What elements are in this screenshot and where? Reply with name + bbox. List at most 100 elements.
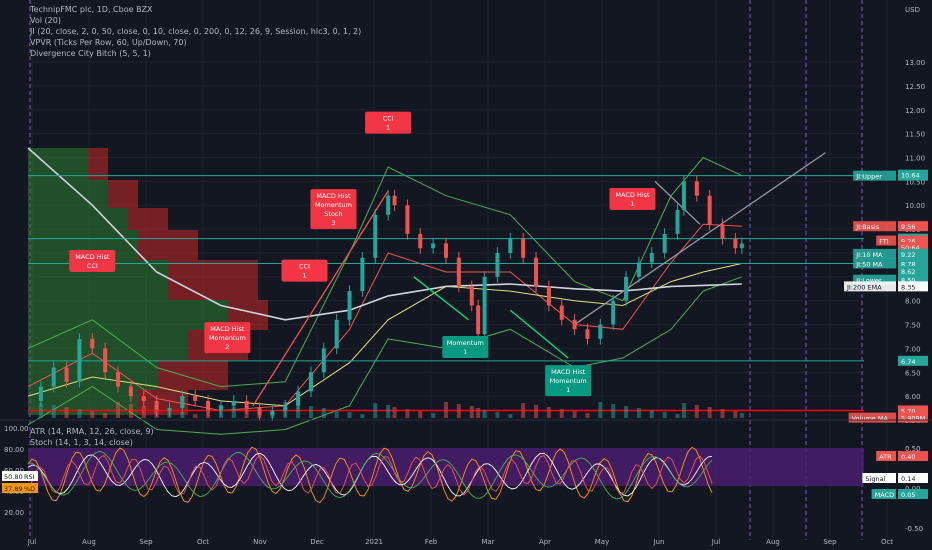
- candle-body: [64, 367, 69, 382]
- price-label-box: [898, 266, 928, 277]
- trend-line: [654, 180, 701, 225]
- volume-bar: [482, 410, 487, 418]
- oscillator-line: [27, 452, 713, 498]
- price-tick-label: 13.00: [905, 59, 925, 67]
- price-tick-label: 10.50: [905, 178, 925, 186]
- volume-bar: [733, 411, 738, 418]
- candle-body: [482, 276, 487, 335]
- time-tick-label: May: [595, 538, 609, 546]
- candle-body: [141, 396, 146, 401]
- annotation-text: Momentum: [550, 377, 587, 385]
- candle-body: [534, 257, 539, 287]
- price-tick-label: 12.50: [905, 83, 925, 91]
- osc-right-name: MACD: [875, 491, 894, 499]
- price-label-tag: [844, 281, 896, 292]
- price-label-tag: [848, 412, 896, 423]
- volume-bars: [38, 402, 744, 418]
- volume-bar: [598, 402, 603, 418]
- price-label-name: JI:Upper: [855, 173, 882, 181]
- price-label: JI:50 MA 8.78: [853, 258, 928, 269]
- price-label-tag: [853, 248, 896, 259]
- annotation-box: [365, 111, 412, 134]
- time-tick-label: Apr: [539, 538, 551, 546]
- osc-right-value: 0.05: [901, 491, 915, 499]
- osc-right-tag: [862, 473, 896, 483]
- candle-body: [739, 243, 744, 249]
- candle-body: [707, 195, 712, 225]
- price-label-tag: [876, 235, 896, 246]
- legend-vpvr[interactable]: VPVR (Ticks Per Row, 60, Up/Down, 70): [30, 38, 187, 47]
- annotation-text: 1: [386, 124, 390, 132]
- volume-bar: [694, 405, 699, 418]
- price-axis[interactable]: 13.0012.5012.0011.5011.0010.5010.009.509…: [844, 6, 928, 425]
- price-label-box: [898, 405, 928, 416]
- price-label-name: JI:10 MA: [855, 251, 883, 259]
- volume-bar: [649, 410, 654, 418]
- annotation-box: [69, 250, 116, 273]
- osc-left-tick: 80.00: [4, 446, 24, 454]
- annotation-text: Stoch: [324, 210, 342, 218]
- price-tick-label: 6.00: [905, 393, 921, 401]
- price-tick-label: 7.00: [905, 345, 921, 353]
- legend-divergence[interactable]: Divergence City Bitch (5, 5, 1): [30, 49, 151, 58]
- annotation-text: 1: [630, 200, 634, 208]
- volume-bar: [559, 409, 564, 418]
- candle-body: [469, 286, 474, 306]
- legend-stoch[interactable]: Stoch (14, 1, 3, 14, close): [30, 438, 133, 447]
- volume-bar: [64, 407, 69, 418]
- time-tick-label: Oct: [197, 538, 209, 546]
- symbol-title[interactable]: TechnipFMC plc, 1D, Cboe BZX: [30, 5, 153, 14]
- oscillator-line: [27, 451, 713, 500]
- candle-body: [733, 238, 738, 249]
- price-label-name: Volume MA: [852, 415, 889, 423]
- volume-bar: [611, 404, 616, 418]
- price-label-name: JI:50 MA: [855, 260, 883, 268]
- time-tick-label: Jun: [653, 538, 665, 546]
- legend-atr[interactable]: ATR (14, RMA, 12, 26, close, 9): [30, 427, 154, 436]
- volume-bar: [347, 412, 352, 418]
- vp-up-bar: [28, 390, 138, 415]
- candle-body: [456, 257, 461, 287]
- volume-bar: [431, 413, 436, 418]
- price-label-value: 50:64: [901, 244, 920, 252]
- volume-bar: [308, 406, 313, 418]
- candle-body: [38, 386, 43, 401]
- trend-line: [252, 190, 389, 407]
- annotation-text: 1: [463, 348, 467, 356]
- candle-body: [90, 338, 95, 349]
- osc-left-box: [2, 471, 38, 481]
- volume-bar: [141, 406, 146, 418]
- volume-bar: [116, 402, 121, 418]
- time-axis[interactable]: Jul Aug Sep Oct Nov Dec 2021 Feb Mar Apr May Jun Jul…: [27, 538, 894, 546]
- volume-bar: [283, 402, 288, 418]
- price-label-value: 5.70: [901, 407, 915, 415]
- legend-ji[interactable]: JI (20, close, 2, 0, 50, close, 0, 10, c…: [30, 27, 362, 36]
- volume-bar: [257, 411, 262, 418]
- candle-body: [231, 400, 236, 406]
- price-label: 6.74: [898, 355, 928, 366]
- price-tick-label: 8.00: [905, 298, 921, 306]
- price-label: 8.62: [898, 266, 928, 277]
- volume-bar: [270, 413, 275, 418]
- price-label: Volume MA 5.909M: [848, 412, 928, 423]
- volume-bar: [103, 413, 108, 418]
- candle-body: [51, 367, 56, 387]
- price-label-box: [898, 242, 928, 253]
- volume-bar: [546, 407, 551, 418]
- price-tick-label: 6.50: [905, 369, 921, 377]
- legend-vol[interactable]: Vol (20): [30, 16, 61, 25]
- volume-bar: [739, 413, 744, 418]
- annotation-box: [442, 335, 489, 358]
- price-label-name: FTI: [879, 238, 889, 246]
- vp-up-bar: [28, 330, 188, 360]
- volume-bar: [456, 404, 461, 418]
- volume-bar: [521, 403, 526, 418]
- series-line-ji-200-ema: [27, 147, 742, 321]
- candle-body: [495, 252, 500, 277]
- time-tick-label: Sep: [139, 538, 153, 546]
- trend-line: [574, 152, 826, 326]
